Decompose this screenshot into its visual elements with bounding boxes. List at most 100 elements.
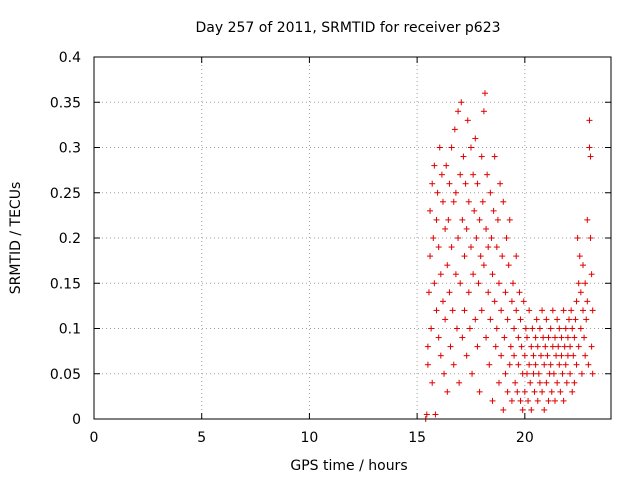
data-point [505,262,512,269]
y-tick-label: 0 [72,412,81,428]
data-point [539,388,546,395]
data-point [442,316,449,323]
data-point [541,406,548,413]
data-point [425,289,432,296]
data-point [576,253,583,260]
data-point [525,397,532,404]
data-point [577,325,584,332]
data-point [435,334,442,341]
x-axis-label: GPS time / hours [290,458,407,474]
data-point [448,144,455,151]
data-point [424,343,431,350]
data-point [555,343,562,350]
data-point [550,370,557,377]
y-tick-label: 0.35 [50,95,81,111]
data-point [528,406,535,413]
data-point [443,162,450,169]
data-point [487,316,494,323]
data-point [429,180,436,187]
data-point [511,325,518,332]
data-point [460,153,467,160]
data-point [465,289,472,296]
data-point [495,280,502,287]
data-point [491,298,498,305]
data-point [478,307,485,314]
data-point [521,388,528,395]
data-point [441,370,448,377]
data-point [446,180,453,187]
data-point [558,352,565,359]
data-point [586,117,593,124]
data-point [579,307,586,314]
data-point [558,334,565,341]
data-point [492,343,499,350]
data-point [484,171,491,178]
data-point [586,144,593,151]
data-point [562,361,569,368]
data-point [511,352,518,359]
data-point [480,108,487,115]
chart-title: Day 257 of 2011, SRMTID for receiver p62… [195,20,500,36]
data-point [458,99,465,106]
data-point [500,406,507,413]
data-point [434,189,441,196]
x-tick-label: 5 [197,430,206,446]
data-point [549,343,556,350]
data-point [532,361,539,368]
data-point [578,370,585,377]
data-point [474,343,481,350]
data-point [471,207,478,214]
data-point [450,361,457,368]
data-point [495,379,502,386]
data-point [543,379,550,386]
data-point [530,370,537,377]
x-tick-label: 15 [408,430,426,446]
data-point [570,352,577,359]
x-tick-label: 10 [301,430,319,446]
data-point [446,289,453,296]
data-point [459,216,466,223]
data-point [561,343,568,350]
y-tick-label: 0.4 [59,50,81,66]
data-point [533,316,540,323]
data-point [513,307,520,314]
data-point [534,343,541,350]
data-point [428,325,435,332]
data-point [534,397,541,404]
data-point [528,343,535,350]
data-point [470,171,477,178]
data-point [582,280,589,287]
data-point [498,307,505,314]
data-point [572,316,579,323]
data-point [551,397,558,404]
data-point [512,379,519,386]
data-point [574,235,581,241]
data-point [526,307,533,314]
data-point [560,307,567,314]
data-point [569,388,576,395]
data-point [431,280,438,287]
data-point [526,361,533,368]
data-point [567,370,574,377]
data-point [423,411,430,418]
data-point [589,370,596,377]
data-point [516,289,523,296]
data-point [517,397,524,404]
data-point [515,361,522,368]
data-point [504,316,511,323]
data-point [564,334,571,341]
data-point [477,253,484,260]
y-tick-label: 0.2 [59,231,81,247]
data-point [499,253,506,260]
data-point [452,271,459,278]
data-point [518,343,525,350]
data-point [520,298,527,305]
data-point [568,307,575,314]
data-point [531,388,538,395]
data-point [507,343,514,350]
data-point [465,198,472,205]
data-point [540,334,547,341]
data-point [519,406,526,413]
data-point [449,307,456,314]
data-point [539,307,546,314]
